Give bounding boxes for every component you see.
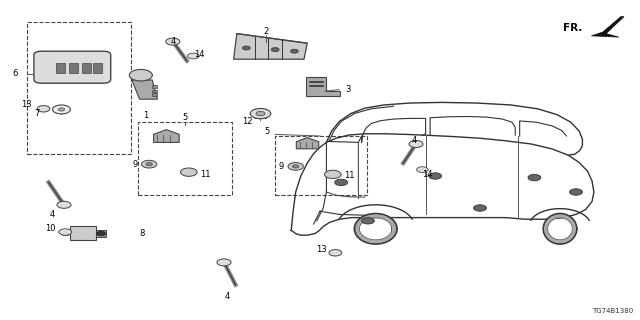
Polygon shape bbox=[306, 77, 340, 96]
Bar bbox=[69, 63, 78, 73]
Text: 1: 1 bbox=[143, 111, 148, 120]
Polygon shape bbox=[152, 90, 157, 92]
Text: 5: 5 bbox=[182, 113, 188, 122]
Circle shape bbox=[417, 167, 428, 172]
Bar bbox=[27, 22, 131, 154]
Bar bbox=[275, 136, 367, 195]
Bar bbox=[82, 63, 91, 73]
Text: 13: 13 bbox=[316, 245, 326, 254]
Text: 13: 13 bbox=[21, 100, 32, 109]
Text: 12: 12 bbox=[243, 117, 253, 126]
Text: 7: 7 bbox=[35, 109, 40, 118]
Circle shape bbox=[57, 201, 71, 208]
Circle shape bbox=[362, 218, 374, 224]
Circle shape bbox=[243, 46, 250, 50]
Circle shape bbox=[217, 259, 231, 266]
Text: 2: 2 bbox=[263, 27, 268, 36]
Polygon shape bbox=[70, 226, 96, 240]
Circle shape bbox=[329, 250, 342, 256]
Polygon shape bbox=[296, 138, 319, 149]
Circle shape bbox=[335, 179, 348, 186]
Text: 9: 9 bbox=[278, 162, 284, 171]
Circle shape bbox=[146, 163, 152, 166]
Polygon shape bbox=[96, 230, 106, 237]
Circle shape bbox=[58, 108, 65, 111]
Polygon shape bbox=[591, 17, 624, 37]
Circle shape bbox=[180, 168, 197, 176]
Text: 6: 6 bbox=[13, 69, 18, 78]
Circle shape bbox=[37, 106, 50, 112]
Circle shape bbox=[166, 38, 180, 45]
Bar bbox=[93, 63, 102, 73]
FancyBboxPatch shape bbox=[34, 51, 111, 83]
Polygon shape bbox=[152, 93, 157, 96]
Text: FR.: FR. bbox=[563, 23, 582, 33]
Text: 3: 3 bbox=[346, 85, 351, 94]
Text: 4: 4 bbox=[225, 292, 230, 301]
Text: 4: 4 bbox=[50, 210, 55, 219]
Text: TG74B1380: TG74B1380 bbox=[593, 308, 634, 314]
Circle shape bbox=[409, 140, 423, 148]
Circle shape bbox=[97, 231, 106, 236]
Circle shape bbox=[429, 173, 442, 179]
Polygon shape bbox=[152, 85, 157, 88]
Circle shape bbox=[291, 49, 298, 53]
Text: 11: 11 bbox=[200, 170, 211, 179]
Text: 5: 5 bbox=[264, 127, 269, 136]
Circle shape bbox=[256, 111, 265, 116]
Bar bbox=[138, 122, 232, 195]
Circle shape bbox=[288, 163, 303, 170]
Polygon shape bbox=[154, 130, 179, 142]
Text: 14: 14 bbox=[422, 170, 433, 179]
Circle shape bbox=[188, 53, 199, 59]
Circle shape bbox=[52, 105, 70, 114]
Circle shape bbox=[250, 108, 271, 119]
Circle shape bbox=[324, 170, 341, 179]
Polygon shape bbox=[234, 34, 307, 59]
Circle shape bbox=[528, 174, 541, 181]
Text: 9: 9 bbox=[133, 160, 138, 169]
Text: 4: 4 bbox=[170, 37, 175, 46]
Bar bbox=[56, 63, 65, 73]
Text: 8: 8 bbox=[140, 229, 145, 238]
Text: 11: 11 bbox=[344, 172, 355, 180]
Circle shape bbox=[570, 189, 582, 195]
Circle shape bbox=[59, 229, 72, 235]
Circle shape bbox=[292, 165, 299, 168]
Polygon shape bbox=[132, 80, 157, 99]
Circle shape bbox=[474, 205, 486, 211]
Text: 4: 4 bbox=[412, 136, 417, 145]
Circle shape bbox=[141, 160, 157, 168]
Circle shape bbox=[129, 69, 152, 81]
Text: 10: 10 bbox=[45, 224, 56, 233]
Circle shape bbox=[271, 48, 279, 52]
Text: 14: 14 bbox=[195, 50, 205, 59]
